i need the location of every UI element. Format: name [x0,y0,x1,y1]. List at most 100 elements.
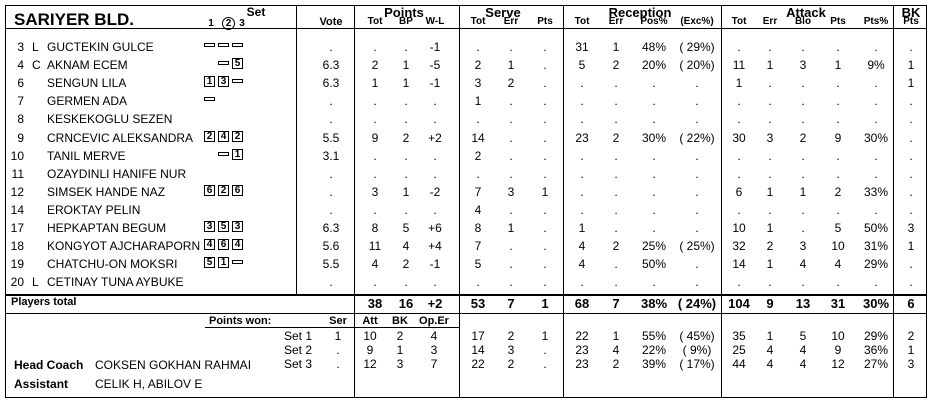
points-won-att-header: Att [362,315,378,327]
set-rotation-box: 3 [218,76,229,87]
stat-bk: 1 [907,239,915,253]
player-number: 11 [11,167,24,181]
stat-s-pts: . [543,58,547,72]
stat-a-err: . [768,203,772,217]
total-s-err: 7 [507,296,515,311]
stat-p-bp: 1 [402,76,410,90]
stat-s-tot: 8 [474,221,482,235]
stat-a-tot: . [737,275,741,289]
stat-p-bp: 1 [402,58,410,72]
stat-r-err: . [614,167,618,181]
stat-p-tot: 9 [371,131,379,145]
stat-r-tot: . [580,275,584,289]
serve-err-header: Err [503,16,519,27]
stat-r-exc: . [695,112,699,126]
set-ser-points: . [336,343,340,357]
stat-r-exc: . [695,257,699,271]
set-rotation-box: 5 [232,58,243,69]
frame-right [926,5,927,397]
set-stat-r-pos: 22% [641,343,667,357]
stat-a-err: . [768,94,772,108]
stat-a-err: . [768,76,772,90]
points-wl-header: W-L [425,16,445,27]
set-rotation-box: 5 [204,257,215,268]
total-p-bp: 16 [398,296,414,311]
set-stat-a-blo: 5 [799,329,807,343]
stat-a-blo: . [801,94,805,108]
stat-vote: . [329,94,333,108]
stat-a-pts: . [836,167,840,181]
frame-left [5,5,6,397]
set-rotation-box: 2 [218,185,229,196]
set-rotation-box: 6 [218,239,229,250]
set-stat-a-pct: 29% [863,329,889,343]
stat-r-exc: . [695,203,699,217]
stat-s-tot: 7 [474,185,482,199]
stat-r-err: . [614,149,618,163]
set-stat-s-err: 3 [507,343,515,357]
stat-p-wl: . [433,94,437,108]
stat-s-tot: . [476,40,480,54]
stat-a-pct: 29% [863,257,889,271]
stat-bk: . [909,257,913,271]
bench-marker [204,97,215,101]
set-rotation-box: 2 [204,131,215,142]
set-stat-r-tot: 23 [575,357,589,371]
player-number: 14 [10,203,24,217]
stat-vote: 6.3 [322,76,340,90]
set-label: Set 2 [283,343,312,357]
stat-a-pts: . [836,203,840,217]
set-bk-points: 1 [396,343,404,357]
set-stat-s-tot: 14 [471,343,485,357]
set-att-points: 9 [366,343,374,357]
header-bottom [5,28,927,29]
stat-bk: . [909,40,913,54]
stat-a-pts: . [836,94,840,108]
player-number: 20 [10,275,24,289]
stat-a-pct: . [874,149,878,163]
stat-r-exc: ( 22%) [679,131,715,145]
stat-r-tot: . [580,112,584,126]
assistant-name: CELIK H, ABILOV E [95,377,203,391]
total-a-blo: 13 [795,296,811,311]
total-r-tot: 68 [574,296,590,311]
stat-bk: . [909,131,913,145]
set-stat-bk: 1 [907,343,915,357]
stat-bk: . [909,275,913,289]
stat-a-pct: 50% [863,221,889,235]
stat-a-pts: 5 [834,221,842,235]
stat-a-err: 1 [766,58,774,72]
stat-a-err: . [768,149,772,163]
stat-bk: . [909,94,913,108]
player-role: L [32,40,39,54]
set-stat-r-err: 1 [612,329,620,343]
set-stat-r-err: 2 [612,357,620,371]
total-a-pct: 30% [862,296,890,311]
set-ser-points: . [336,357,340,371]
stat-a-err: 1 [766,257,774,271]
stat-bk: . [909,203,913,217]
set-stat-s-err: 2 [507,329,515,343]
stat-s-err: 2 [507,76,515,90]
stat-r-exc: ( 29%) [679,40,715,54]
stat-s-pts: . [543,257,547,271]
attack-group-header: Attack [786,5,826,20]
stat-p-wl: +4 [428,239,442,253]
stat-p-bp: . [404,167,408,181]
reception-pos-header: Pos% [640,16,668,27]
set-header: Set [246,5,266,19]
stat-s-tot: 14 [471,131,485,145]
bk-pts-header: Pts [903,16,919,27]
bench-marker [218,61,229,65]
stat-p-bp: 2 [402,131,410,145]
stat-r-pos: . [652,221,656,235]
set-att-points: 12 [363,357,377,371]
stat-p-tot: . [373,112,377,126]
attack-pts-header: Pts [830,16,846,27]
stat-s-pts: . [543,275,547,289]
stat-a-pct: 31% [863,239,889,253]
set-stat-a-pts: 9 [834,343,842,357]
player-number: 12 [10,185,24,199]
bench-marker [232,79,243,83]
